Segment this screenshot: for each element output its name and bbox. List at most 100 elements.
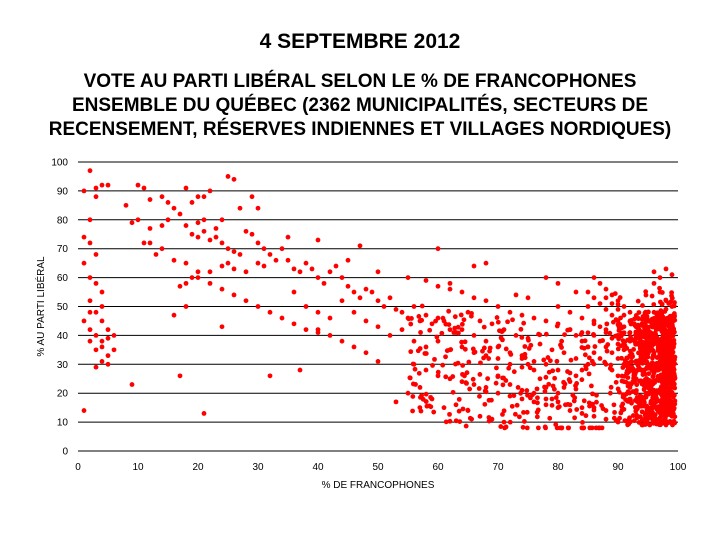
data-point-55 [195, 269, 201, 275]
data-point-45 [249, 231, 255, 237]
cluster-point [662, 362, 668, 368]
data-point-374 [543, 396, 549, 402]
data-point-367 [555, 280, 561, 286]
data-point-252 [597, 301, 603, 307]
cluster-point [585, 330, 591, 336]
data-point-333 [555, 390, 561, 396]
cluster-point [451, 330, 457, 335]
data-point-50 [225, 260, 231, 266]
cluster-point [643, 292, 649, 298]
cluster-point [642, 357, 648, 363]
data-point-85 [429, 321, 435, 327]
cluster-point [668, 390, 674, 396]
data-point-131 [477, 318, 483, 324]
cluster-point [549, 402, 555, 408]
cluster-point [529, 392, 535, 398]
cluster-point [590, 391, 595, 397]
data-point-102 [435, 338, 441, 344]
data-point-5 [135, 182, 141, 188]
cluster-point [448, 347, 454, 352]
data-point-242 [603, 286, 609, 292]
data-point-26 [159, 223, 165, 228]
cluster-point [660, 387, 666, 393]
data-point-134 [513, 333, 519, 338]
cluster-point [622, 418, 628, 424]
cluster-point [498, 424, 504, 429]
cluster-point [634, 412, 640, 418]
data-point-117 [435, 283, 441, 289]
cluster-point [654, 355, 660, 360]
cluster-point [620, 401, 626, 407]
cluster-point [672, 361, 678, 367]
data-point-78 [387, 295, 393, 301]
data-point-132 [489, 321, 495, 327]
cluster-point [610, 319, 616, 325]
cluster-point [617, 415, 622, 421]
x-axis-label: % DE FRANCOPHONES [322, 480, 435, 491]
cluster-point [591, 361, 597, 367]
data-point-209 [87, 298, 93, 304]
cluster-point [641, 400, 647, 405]
cluster-point [585, 344, 591, 350]
cluster-point [462, 339, 468, 345]
cluster-point [439, 330, 445, 336]
data-point-175 [453, 402, 459, 408]
data-point-22 [249, 194, 255, 200]
cluster-point [522, 344, 528, 349]
x-tick-labels: 0 10 20 30 40 50 60 70 80 90 100 [75, 462, 687, 473]
cluster-point [440, 315, 446, 321]
data-point-39 [237, 252, 243, 257]
data-point-272 [663, 266, 669, 272]
data-point-77 [381, 304, 387, 309]
cluster-point [511, 369, 517, 375]
cluster-point [639, 409, 645, 415]
data-point-201 [87, 217, 93, 223]
cluster-point [657, 285, 662, 291]
cluster-point [495, 319, 501, 325]
cluster-point [641, 387, 647, 392]
data-point-204 [93, 252, 99, 257]
cluster-point [469, 311, 474, 316]
data-point-3 [81, 188, 87, 194]
cluster-point [635, 334, 640, 340]
cluster-point [503, 424, 509, 430]
cluster-point [562, 332, 567, 338]
cluster-point [639, 368, 645, 373]
data-point-262 [579, 315, 585, 321]
data-point-90 [291, 289, 297, 295]
data-point-114 [375, 269, 381, 275]
cluster-point [664, 316, 670, 321]
data-point-141 [471, 333, 477, 338]
cluster-point [543, 425, 548, 431]
cluster-point [615, 386, 621, 392]
cluster-point [670, 402, 676, 407]
data-point-217 [105, 353, 111, 359]
cluster-point [469, 416, 475, 422]
y-tick-40: 40 [57, 331, 69, 342]
cluster-point [623, 391, 629, 397]
cluster-point [412, 366, 418, 372]
data-point-123 [507, 309, 513, 315]
cluster-point [611, 415, 617, 421]
cluster-point [423, 391, 429, 397]
data-point-84 [423, 312, 429, 318]
cluster-point [463, 380, 469, 386]
cluster-point [501, 408, 507, 414]
cluster-point [543, 374, 549, 380]
cluster-point [632, 398, 638, 403]
data-point-72 [351, 289, 357, 295]
data-point-99 [399, 327, 405, 333]
cluster-point [659, 301, 665, 307]
x-tick-100: 100 [670, 462, 687, 473]
cluster-point [578, 332, 584, 337]
cluster-point [650, 420, 656, 426]
data-point-166 [603, 416, 609, 422]
data-point-61 [285, 257, 291, 263]
data-point-311 [615, 373, 621, 379]
cluster-point [626, 381, 632, 387]
data-point-108 [507, 361, 513, 367]
cluster-point [427, 327, 433, 333]
data-point-196 [183, 260, 189, 266]
cluster-point [494, 365, 499, 371]
cluster-point [589, 425, 595, 431]
